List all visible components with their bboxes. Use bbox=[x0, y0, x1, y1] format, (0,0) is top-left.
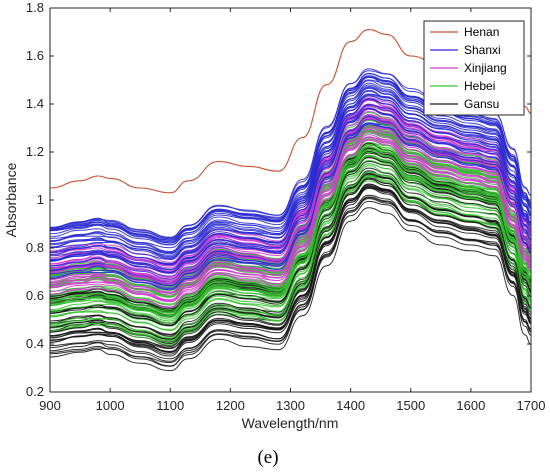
y-tick-label: 1 bbox=[37, 192, 44, 207]
y-tick-label: 0.4 bbox=[26, 336, 44, 351]
spectrum-line-xinjiang bbox=[50, 99, 531, 269]
x-tick-label: 1200 bbox=[216, 398, 245, 413]
x-tick-label: 1600 bbox=[456, 398, 485, 413]
y-tick-label: 0.6 bbox=[26, 288, 44, 303]
x-tick-label: 1300 bbox=[276, 398, 305, 413]
spectrum-line-shanxi bbox=[50, 107, 531, 274]
x-tick-label: 1000 bbox=[96, 398, 125, 413]
y-tick-label: 1.6 bbox=[26, 48, 44, 63]
x-tick-label: 1700 bbox=[517, 398, 546, 413]
spectrum-line-shanxi bbox=[50, 84, 531, 253]
series-line-gansu bbox=[50, 173, 531, 340]
x-tick-label: 1500 bbox=[396, 398, 425, 413]
spectrum-line-hebei bbox=[50, 165, 531, 332]
spectrum-line-shanxi bbox=[50, 94, 531, 259]
y-axis: 0.2 0.4 0.6 0.8 1 1.2 1.4 1.6 1.8 bbox=[26, 0, 531, 399]
y-tick-label: 0.2 bbox=[26, 384, 44, 399]
spectrum-line-gansu bbox=[50, 207, 531, 372]
spectrum-line-gansu bbox=[50, 160, 531, 326]
x-axis: 900 1000 1100 1200 1300 1400 1500 1600 1700 bbox=[39, 8, 545, 413]
legend-label-xinjiang: Xinjiang bbox=[464, 61, 507, 75]
spectrum-line-shanxi bbox=[50, 123, 531, 290]
y-axis-label: Absorbance bbox=[3, 162, 19, 237]
x-tick-label: 1400 bbox=[336, 398, 365, 413]
spectrum-line-gansu bbox=[50, 186, 531, 353]
spectra-lines bbox=[50, 29, 531, 372]
x-tick-label: 1100 bbox=[156, 398, 184, 413]
spectrum-line-hebei bbox=[50, 155, 531, 324]
spectrum-line-shanxi bbox=[50, 76, 531, 244]
legend-label-gansu: Gansu bbox=[464, 97, 499, 111]
legend-label-shanxi: Shanxi bbox=[464, 43, 501, 57]
y-tick-label: 1.8 bbox=[26, 0, 44, 15]
spectrum-line-shanxi bbox=[50, 89, 531, 255]
spectrum-line-shanxi bbox=[50, 104, 531, 271]
spectrum-line-xinjiang bbox=[50, 136, 531, 303]
spectrum-line-gansu bbox=[50, 178, 531, 348]
y-tick-label: 0.8 bbox=[26, 240, 44, 255]
legend: Henan Shanxi Xinjiang Hebei Gansu bbox=[423, 20, 525, 116]
spectrum-line-xinjiang bbox=[50, 134, 531, 301]
x-axis-label: Wavelength/nm bbox=[242, 415, 339, 431]
series-line-shanxi bbox=[50, 98, 531, 266]
figure-caption: (e) bbox=[257, 447, 278, 468]
legend-label-henan: Henan bbox=[464, 25, 499, 39]
spectrum-line-shanxi bbox=[50, 80, 531, 246]
y-tick-label: 1.4 bbox=[26, 96, 44, 111]
x-tick-label: 900 bbox=[39, 398, 61, 413]
spectrum-line-xinjiang bbox=[50, 139, 531, 309]
spectrum-line-gansu bbox=[50, 198, 531, 367]
spectrum-line-xinjiang bbox=[50, 128, 531, 296]
series-line-xinjiang bbox=[50, 117, 531, 285]
spectrum-line-hebei bbox=[50, 171, 531, 340]
y-tick-label: 1.2 bbox=[26, 144, 44, 159]
spectrum-line-gansu bbox=[50, 187, 531, 357]
legend-label-hebei: Hebei bbox=[464, 79, 495, 93]
series-line-hebei bbox=[50, 146, 531, 314]
spectrum-line-hebei bbox=[50, 175, 531, 342]
